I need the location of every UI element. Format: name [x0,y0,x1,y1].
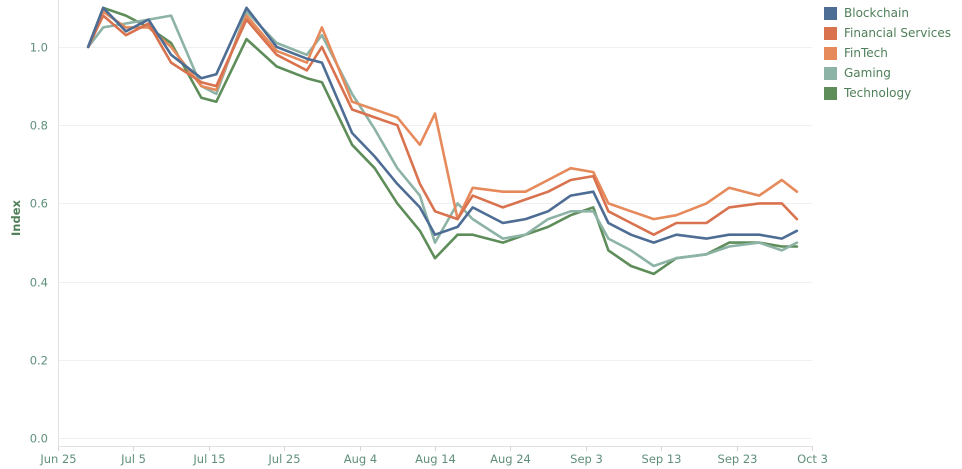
legend-label: Technology [844,86,912,100]
series-lines [86,6,799,276]
legend-item-gaming[interactable]: Gaming [824,63,951,83]
y-tick-label: 0.4 [30,276,48,290]
x-tick-label: Jul 15 [192,452,225,466]
legend-item-financial-services[interactable]: Financial Services [824,23,951,43]
series-line-financial-services [86,14,799,236]
legend-label: Financial Services [844,26,951,40]
legend-swatch [824,26,837,40]
tick-labels: 0.0 0.2 0.4 0.6 0.8 1.0 Jun 25 Jul 5 Jul 15 Jul 2… [30,41,828,467]
series-line-gaming [86,10,799,268]
legend-swatch [824,66,837,80]
y-tick-label: 0.2 [30,354,48,368]
y-tick-label: 1.0 [30,41,48,55]
series-line-blockchain [86,6,799,244]
legend-swatch [824,6,837,20]
x-tick-label: Jul 5 [120,452,146,466]
x-tick-label: Sep 3 [570,452,603,466]
y-axis-title: Index [9,199,23,235]
axes [58,0,813,451]
y-tick-label: 0.6 [30,197,48,211]
y-tick-label: 0.0 [30,432,48,446]
y-tick-label: 0.8 [30,119,48,133]
legend-item-fintech[interactable]: FinTech [824,43,951,63]
legend-swatch [824,46,837,60]
x-tick-label: Jul 25 [267,452,300,466]
legend-item-blockchain[interactable]: Blockchain [824,3,951,23]
legend-swatch [824,86,837,100]
x-tick-label: Sep 13 [642,452,682,466]
x-tick-label: Sep 23 [718,452,758,466]
legend-label: Blockchain [844,6,909,20]
legend-label: FinTech [844,46,888,60]
x-tick-label: Oct 3 [797,452,828,466]
legend: Blockchain Financial Services FinTech Gamin… [824,3,951,103]
legend-item-technology[interactable]: Technology [824,83,951,103]
x-tick-label: Jun 25 [39,452,76,466]
x-tick-label: Aug 4 [344,452,377,466]
x-tick-label: Aug 14 [415,452,456,466]
x-tick-label: Aug 24 [490,452,531,466]
series-line-fintech [86,10,799,221]
legend-label: Gaming [844,66,891,80]
